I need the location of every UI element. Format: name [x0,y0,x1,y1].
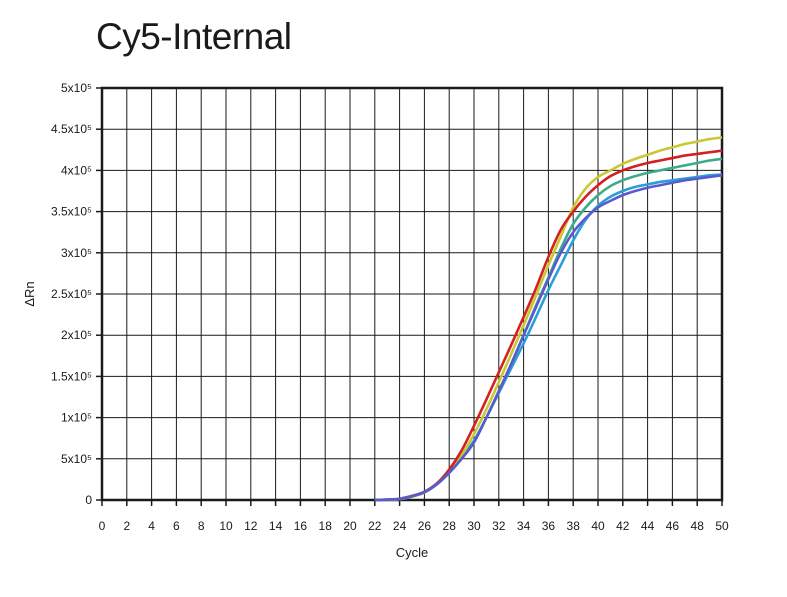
series-line-5 [374,174,723,502]
x-tick-label: 14 [269,519,283,533]
y-tick-label: 0 [85,493,92,507]
x-tick-label: 8 [198,519,205,533]
plot-border [100,86,724,502]
x-tick-label: 6 [173,519,180,533]
x-tick-label: 20 [343,519,357,533]
x-axis-label: Cycle [396,545,429,560]
y-tick-label: 1x10⁵ [61,411,92,425]
chart-title: Cy5-Internal [96,16,292,57]
x-tick-label: 18 [319,519,333,533]
x-tick-label: 40 [591,519,605,533]
y-tick-label: 4.5x10⁵ [51,122,92,136]
data-series [374,136,723,502]
x-tick-label: 16 [294,519,308,533]
y-tick-labels: 0 5x10⁵ 1x10⁵ 1.5x10⁵ 2x10⁵ 2.5x10⁵ 3x10⁵ 3.5x1… [51,81,92,507]
x-tick-label: 30 [467,519,481,533]
y-tick-label: 2.5x10⁵ [51,287,92,301]
x-tick-label: 24 [393,519,407,533]
x-tick-labels: 0 2 4 6 8 10 12 14 16 18 20 22 24 26 28 30 32 34 36 38 40 42 4… [99,519,729,533]
x-tick-label: 48 [691,519,705,533]
x-tick-label: 12 [244,519,258,533]
grid-lines [96,87,723,506]
y-tick-label: 4x10⁵ [61,163,92,177]
x-tick-label: 26 [418,519,432,533]
y-axis-label: ΔRn [22,281,37,306]
x-tick-label: 46 [666,519,680,533]
y-tick-label: 1.5x10⁵ [51,369,92,383]
x-tick-label: 22 [368,519,382,533]
x-tick-label: 28 [443,519,457,533]
x-tick-label: 44 [641,519,655,533]
y-tick-label: 2x10⁵ [61,328,92,342]
x-tick-label: 2 [123,519,130,533]
x-tick-label: 4 [148,519,155,533]
x-tick-label: 34 [517,519,531,533]
x-tick-label: 38 [567,519,581,533]
y-tick-label: 5x10⁵ [61,452,92,466]
x-tick-label: 10 [219,519,233,533]
plot-frame [100,86,724,502]
y-tick-label: 5x10⁵ [61,81,92,95]
x-tick-label: 50 [715,519,729,533]
y-tick-label: 3.5x10⁵ [51,205,92,219]
x-tick-label: 0 [99,519,106,533]
x-tick-label: 32 [492,519,506,533]
x-tick-label: 36 [542,519,556,533]
x-tick-label: 42 [616,519,630,533]
y-tick-label: 3x10⁵ [61,246,92,260]
